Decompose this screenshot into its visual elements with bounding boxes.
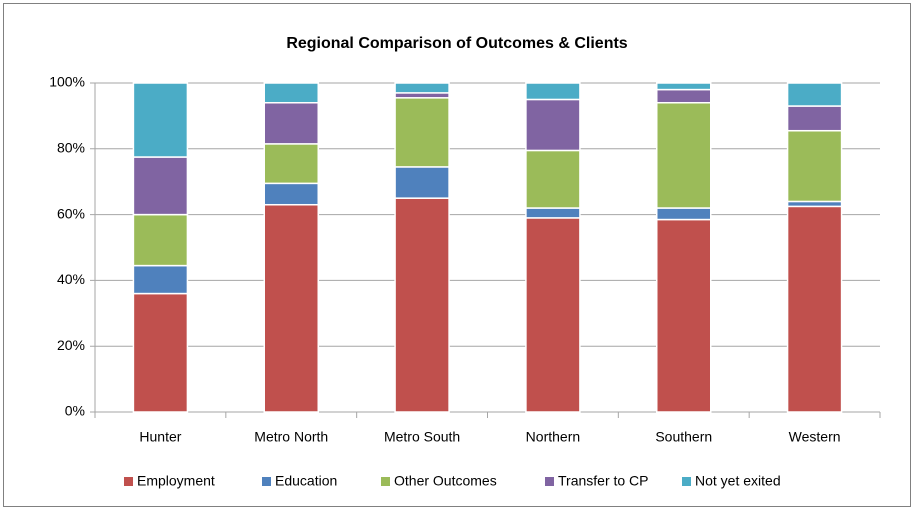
legend-swatch <box>262 477 271 486</box>
legend-swatch <box>124 477 133 486</box>
bar-segment <box>656 207 712 221</box>
x-tick-label: Metro North <box>254 429 328 445</box>
y-tick-label: 100% <box>49 74 85 90</box>
bar-segment <box>786 82 843 107</box>
bar-segment <box>263 182 319 206</box>
bar-segment <box>394 166 450 199</box>
bar-segment <box>525 82 581 101</box>
legend-label: Other Outcomes <box>394 473 497 489</box>
bar-segment <box>525 217 581 413</box>
legend-swatch <box>545 477 554 486</box>
bar-segment <box>656 88 712 104</box>
legend-label: Transfer to CP <box>558 473 649 489</box>
y-tick-label: 0% <box>65 403 85 419</box>
x-tick-label: Western <box>789 429 841 445</box>
y-tick-label: 40% <box>57 271 85 287</box>
bar-segment <box>132 292 189 413</box>
x-tick-label: Southern <box>655 429 712 445</box>
bar-segment <box>656 101 712 209</box>
bar-segment <box>786 129 843 203</box>
x-tick-label: Hunter <box>139 429 181 445</box>
x-tick-label: Northern <box>526 429 580 445</box>
bar-segment <box>132 82 189 158</box>
x-tick-label: Metro South <box>384 429 460 445</box>
bar-segment <box>394 197 450 413</box>
legend-swatch <box>381 477 390 486</box>
bar-segment <box>263 203 319 413</box>
bar-segment <box>263 82 319 104</box>
legend-swatch <box>682 477 691 486</box>
bar-segment <box>263 101 319 145</box>
bar-segment <box>132 264 189 295</box>
bar-segment <box>525 149 581 209</box>
bar-segment <box>394 82 450 94</box>
y-tick-label: 80% <box>57 140 85 156</box>
bar-segment <box>786 105 843 132</box>
legend-label: Education <box>275 473 337 489</box>
bar-segment <box>656 218 712 413</box>
legend-label: Not yet exited <box>695 473 781 489</box>
bar-segment <box>394 97 450 168</box>
bar-segment <box>656 82 712 91</box>
bar-segment <box>525 207 581 219</box>
bar-segment <box>132 156 189 216</box>
y-tick-label: 20% <box>57 337 85 353</box>
chart-title: Regional Comparison of Outcomes & Client… <box>286 35 627 52</box>
legend-label: Employment <box>137 473 215 489</box>
bar-segment <box>786 205 843 413</box>
bar-segment <box>263 143 319 185</box>
bar-segment <box>525 98 581 152</box>
y-tick-label: 60% <box>57 205 85 221</box>
bar-segment <box>132 213 189 267</box>
